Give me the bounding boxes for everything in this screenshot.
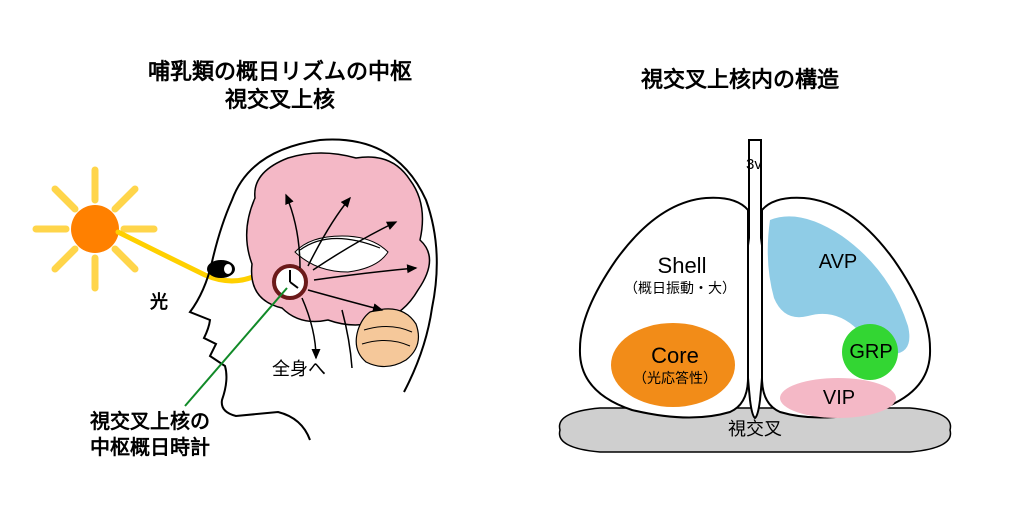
- shell-sublabel: （概日振動・大）: [610, 280, 750, 298]
- grp-label: GRP: [846, 340, 896, 365]
- avp-label: AVP: [798, 250, 878, 275]
- chiasm-label: 視交叉: [710, 418, 800, 441]
- diagram-canvas: 哺乳類の概日リズムの中枢 視交叉上核 視交叉上核内の構造: [0, 0, 1018, 531]
- shell-label: Shell: [622, 252, 742, 280]
- core-sublabel: （光応答性）: [620, 370, 730, 388]
- vip-label: VIP: [814, 386, 864, 411]
- core-label: Core: [625, 342, 725, 370]
- third-ventricle-label: 3v: [746, 156, 762, 175]
